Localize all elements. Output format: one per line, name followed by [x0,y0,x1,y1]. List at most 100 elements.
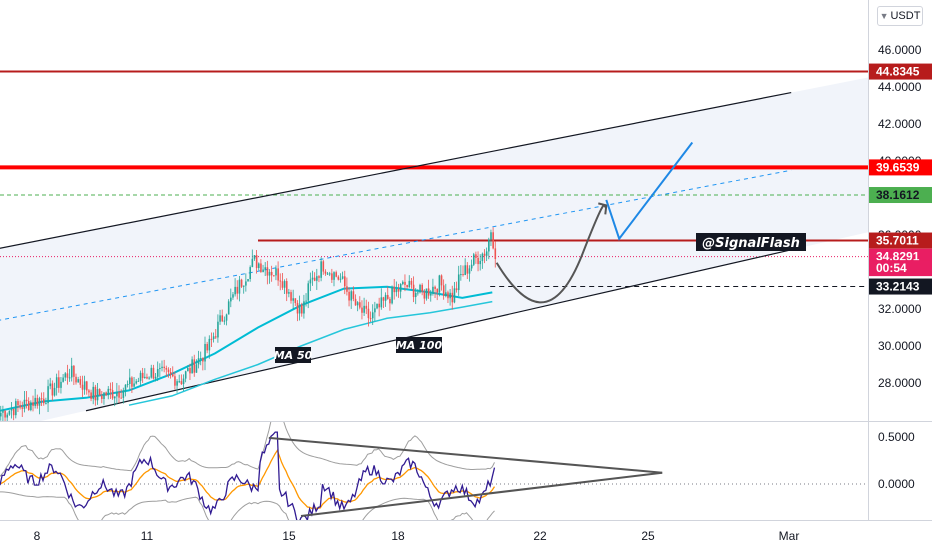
candle-body [374,308,376,313]
candle-body [369,318,372,320]
candle-body [285,281,288,294]
candle-body [453,288,456,303]
projection-arrowhead [598,202,608,215]
candle-body [32,402,34,406]
candle-body [159,368,161,370]
candle-body [320,261,322,278]
candle-body [333,272,335,280]
price-tag-label: 33.2143 [876,280,920,294]
candle-body [419,284,421,293]
candle-body [316,276,318,281]
candle-body [156,369,159,377]
candle-body [187,367,189,372]
candle-body [339,278,342,280]
candle-body [133,383,135,387]
candle-body [251,258,254,268]
price-tick-label: 32.0000 [878,302,922,316]
price-tag: 44.8345 [869,63,932,80]
candle-body [460,274,462,276]
candle-body [470,264,473,269]
osc-main-line [0,431,496,520]
candle-body [77,379,79,383]
price-tag-bg [869,63,932,80]
candle-body [445,292,447,296]
candle-body [236,286,239,294]
price-axis[interactable]: 28.000030.000032.000034.000036.000038.00… [878,43,922,390]
candle-body [0,412,2,417]
candle-body [335,272,337,277]
candle-body [172,374,174,377]
candle-body [455,288,458,291]
candle-body [311,277,314,280]
candle-body [402,281,404,285]
projection-zigzag [605,141,694,241]
candle-body [331,273,333,280]
candle-body [294,298,297,304]
candle-body [206,343,208,351]
candle-body [451,292,454,303]
candle-body [412,284,415,298]
candle-body [485,251,488,256]
candle-body [378,303,380,308]
candle-body [249,267,251,280]
candle-body [322,261,325,272]
candle-body [49,383,52,387]
candle-body [109,388,112,391]
candle-body [62,377,64,382]
candle-body [477,257,479,265]
candle-body [356,302,359,306]
candle-body [417,292,419,294]
candle-body [328,273,331,275]
time-axis[interactable]: 8 11 15 18 22 25 Mar [34,529,800,543]
time-tick-label: 25 [641,529,655,543]
candle-body [223,320,226,322]
candle-body [268,271,271,276]
candle-body [101,395,103,399]
candle-body [247,279,249,282]
oscillator-plot [0,422,868,520]
currency-selector[interactable]: ▼ USDT [877,6,923,26]
ma50-label: MA 50 [274,347,313,363]
candle-body [30,402,32,411]
channel-area [0,77,868,421]
candle-body [475,254,477,258]
candle-body [113,396,116,399]
price-tag-label: 44.8345 [876,65,920,79]
candle-body [73,365,75,377]
candle-body [27,401,30,411]
price-tag-bg [869,187,932,204]
candle-body [240,279,243,287]
oscillator-axis[interactable]: 0.5000 0.0000 [878,430,915,491]
candle-body [146,376,148,379]
candle-body [141,372,144,379]
candle-body [92,386,95,399]
candle-body [303,301,305,314]
candle-body [126,383,129,385]
candle-body [352,291,355,299]
candle-body [494,248,497,259]
moving-averages [0,285,493,412]
channel-upper-line [0,91,792,249]
candle-body [264,267,267,270]
candle-body [23,399,26,409]
candle-body [36,397,39,406]
candle-body [361,307,363,313]
candle-body [182,378,185,385]
candle-body [17,401,19,406]
candle-body [10,408,13,411]
candle-body [488,239,490,252]
time-tick-label: 22 [533,529,547,543]
price-tag-bg [869,159,932,176]
candle-body [406,284,408,288]
candle-body [122,390,125,398]
candle-body [305,300,307,302]
candle-body [399,284,402,292]
candle-body [479,260,482,265]
candle-body [449,292,451,299]
candle-body [215,336,217,338]
osc-triangle-upper [268,436,663,474]
candle-body [15,401,17,416]
candles [0,227,497,421]
candle-body [442,285,445,296]
